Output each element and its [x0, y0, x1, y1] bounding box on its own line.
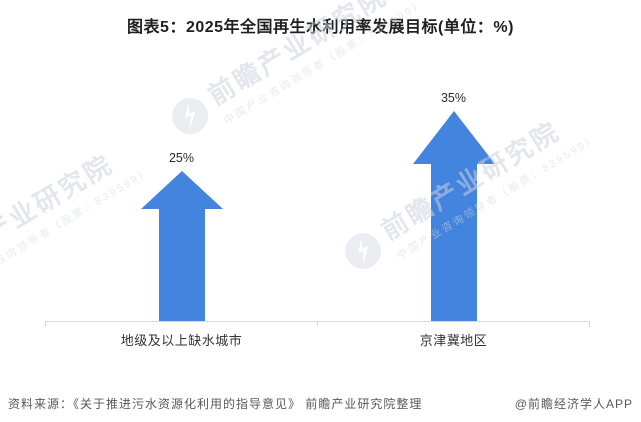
x-axis-tick [45, 321, 46, 327]
credit-handle: @前瞻经济学人APP [514, 397, 633, 411]
source-note: 资料来源：《关于推进污水资源化利用的指导意见》 前瞻产业研究院整理 [8, 397, 423, 411]
arrow-bar [412, 111, 495, 321]
footer-row: 资料来源：《关于推进污水资源化利用的指导意见》 前瞻产业研究院整理 @前瞻经济学… [0, 395, 641, 412]
arrow-bar [140, 171, 223, 321]
chart-title: 图表5：2025年全国再生水利用率发展目标(单位：%) [127, 19, 514, 36]
value-label: 25% [168, 151, 195, 165]
x-axis-tick [589, 321, 590, 327]
category-label: 地级及以上缺水城市 [120, 333, 243, 348]
category-label: 京津冀地区 [419, 333, 488, 348]
value-label: 35% [440, 91, 467, 105]
x-axis-tick [317, 321, 318, 327]
